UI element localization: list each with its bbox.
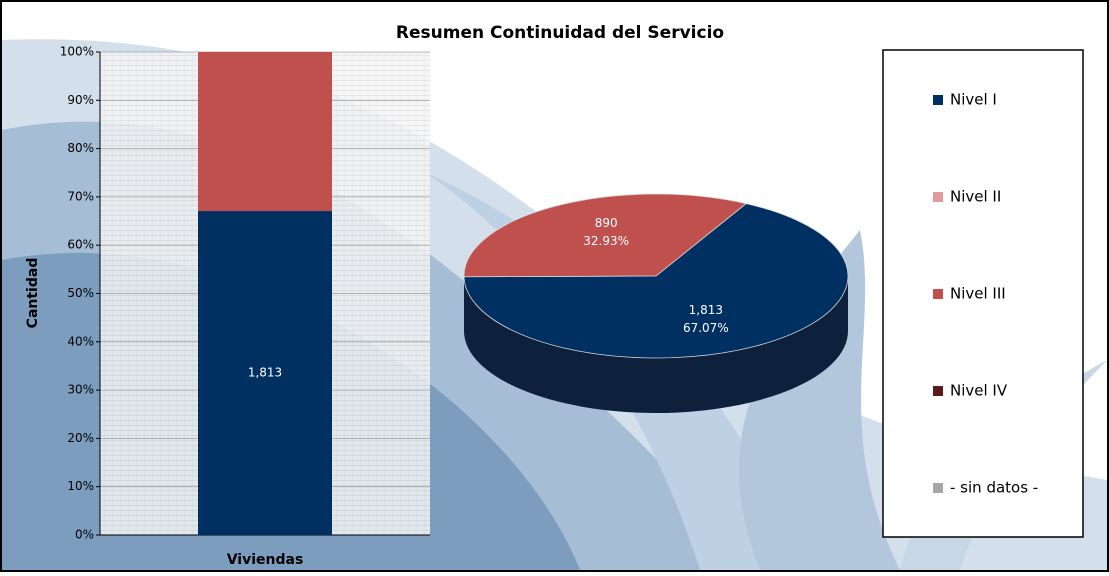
y-tick-label: 70%	[67, 189, 94, 203]
y-tick-label: 60%	[67, 238, 94, 252]
percent-label: 32.93%	[583, 234, 629, 248]
legend-label: - sin datos -	[950, 479, 1038, 497]
legend-swatch	[933, 483, 943, 493]
y-axis-label: Cantidad	[25, 258, 41, 329]
legend-swatch	[933, 192, 943, 202]
y-tick-label: 20%	[67, 431, 94, 445]
y-tick-label: 40%	[67, 334, 94, 348]
legend-swatch	[933, 289, 943, 299]
legend-label: Nivel III	[950, 285, 1006, 303]
y-tick-label: 30%	[67, 383, 94, 397]
y-tick-label: 0%	[75, 528, 94, 542]
bar-segment	[198, 52, 332, 211]
legend-label: Nivel I	[950, 91, 997, 109]
y-tick-label: 80%	[67, 141, 94, 155]
data-label: 1,813	[248, 366, 282, 380]
percent-label: 67.07%	[683, 321, 729, 335]
y-tick-label: 10%	[67, 479, 94, 493]
y-tick-label: 50%	[67, 286, 94, 300]
legend-swatch	[933, 386, 943, 396]
y-tick-label: 100%	[60, 45, 94, 59]
legend-swatch	[933, 95, 943, 105]
y-tick-label: 90%	[67, 93, 94, 107]
legend-label: Nivel II	[950, 188, 1001, 206]
data-label: 890	[595, 216, 618, 230]
legend-label: Nivel IV	[950, 382, 1008, 400]
chart-title: Resumen Continuidad del Servicio	[396, 23, 724, 43]
x-tick-label: Viviendas	[227, 552, 304, 568]
data-label: 1,813	[689, 303, 723, 317]
